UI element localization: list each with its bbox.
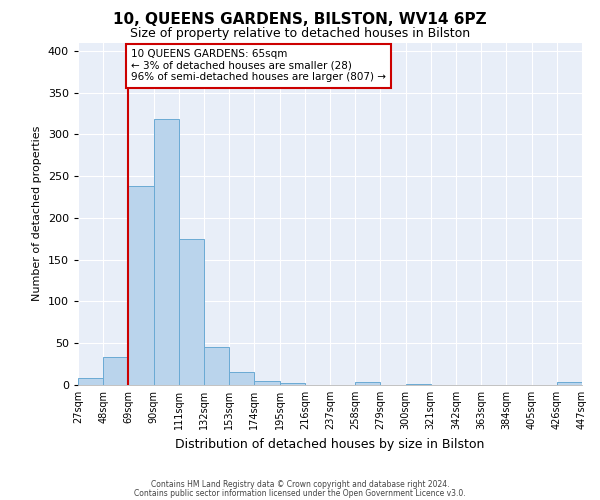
X-axis label: Distribution of detached houses by size in Bilston: Distribution of detached houses by size … <box>175 438 485 450</box>
Bar <box>128 186 154 385</box>
Bar <box>254 381 280 385</box>
Bar <box>406 384 431 385</box>
Text: Contains HM Land Registry data © Crown copyright and database right 2024.: Contains HM Land Registry data © Crown c… <box>151 480 449 489</box>
Bar <box>204 348 229 385</box>
Bar <box>229 372 254 385</box>
Text: Size of property relative to detached houses in Bilston: Size of property relative to detached ho… <box>130 28 470 40</box>
Bar <box>154 120 179 385</box>
Text: 10 QUEENS GARDENS: 65sqm
← 3% of detached houses are smaller (28)
96% of semi-de: 10 QUEENS GARDENS: 65sqm ← 3% of detache… <box>131 49 386 82</box>
Bar <box>179 239 204 385</box>
Bar <box>355 382 380 385</box>
Bar <box>78 378 103 385</box>
Bar <box>280 384 305 385</box>
Bar <box>103 358 128 385</box>
Bar <box>557 382 582 385</box>
Y-axis label: Number of detached properties: Number of detached properties <box>32 126 42 302</box>
Text: 10, QUEENS GARDENS, BILSTON, WV14 6PZ: 10, QUEENS GARDENS, BILSTON, WV14 6PZ <box>113 12 487 28</box>
Text: Contains public sector information licensed under the Open Government Licence v3: Contains public sector information licen… <box>134 488 466 498</box>
